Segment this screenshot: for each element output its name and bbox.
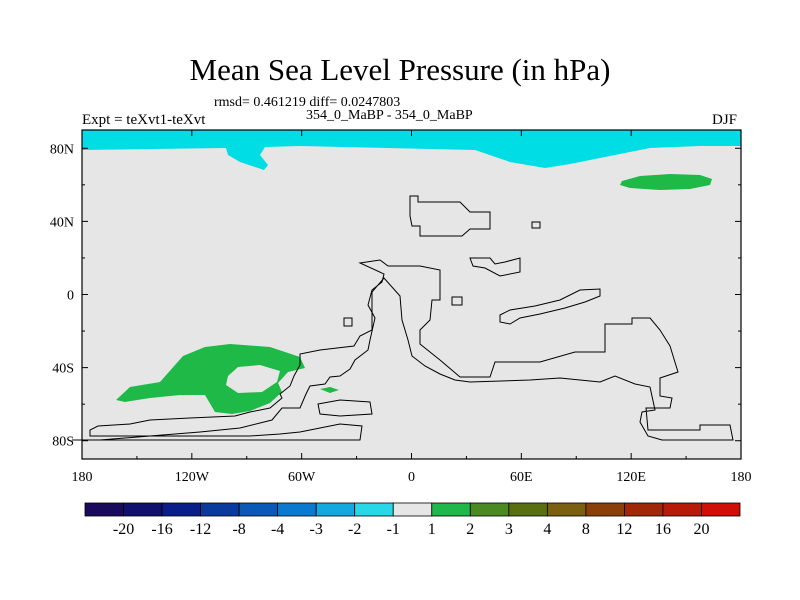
colorbar-label: 12 <box>616 521 632 538</box>
colorbar: -20 -16 -12 -8 -4 -3 -2 -1 1 2 3 4 8 12 16 20 <box>84 502 741 538</box>
colorbar-swatch <box>546 502 587 517</box>
south-pacific-positive-ring <box>116 344 305 414</box>
y-tick-label: 80S <box>52 435 74 450</box>
colorbar-label: -12 <box>190 521 211 538</box>
plot-area <box>72 129 742 460</box>
coastline-west-land <box>89 259 734 441</box>
x-tick-label: 0 <box>408 470 415 485</box>
y-tick-label: 0 <box>67 289 74 304</box>
colorbar-swatch <box>354 502 394 517</box>
colorbar-swatch <box>277 502 317 517</box>
coastline-north-land <box>409 195 491 237</box>
north-pacific-positive-patch <box>620 174 712 190</box>
colorbar-swatch <box>624 502 664 517</box>
colorbar-swatch <box>701 502 741 517</box>
y-tick-label: 40N <box>50 215 74 230</box>
colorbar-label: -2 <box>348 521 361 538</box>
coastline-small-island-1 <box>343 317 353 327</box>
x-tick-label: 120W <box>175 470 210 485</box>
colorbar-label: 8 <box>582 521 590 538</box>
colorbar-swatch <box>392 502 433 517</box>
colorbar-label: 2 <box>466 521 474 538</box>
y-tick-label: 80N <box>50 142 74 157</box>
north-polar-negative-band <box>82 130 741 170</box>
colorbar-swatch <box>238 502 279 517</box>
colorbar-label: -16 <box>151 521 172 538</box>
colorbar-label: -1 <box>387 521 400 538</box>
season-label: DJF <box>712 112 738 128</box>
colorbar-label: -4 <box>271 521 284 538</box>
colorbar-label: -20 <box>113 521 134 538</box>
x-tick-label: 60E <box>510 470 533 485</box>
coastline-east-islands <box>469 257 521 277</box>
colorbar-swatch <box>161 502 201 517</box>
coastline-antarctic-strip <box>72 423 363 441</box>
chart-title: Mean Sea Level Pressure (in hPa) <box>189 52 611 87</box>
colorbar-label: 20 <box>693 521 709 538</box>
experiment-label: Expt = teXvt1-teXvt <box>82 112 206 128</box>
colorbar-swatch <box>662 502 702 517</box>
y-tick-label: 40S <box>52 362 74 377</box>
colorbar-label: 4 <box>543 521 551 538</box>
coastlines <box>72 195 734 441</box>
colorbar-swatch <box>431 502 471 517</box>
stats-text: rmsd= 0.461219 diff= 0.0247803 <box>214 95 401 110</box>
colorbar-swatch <box>469 502 510 517</box>
colorbar-swatch <box>585 502 625 517</box>
colorbar-swatch <box>200 502 240 517</box>
colorbar-label: 3 <box>505 521 513 538</box>
case-label: 354_0_MaBP - 354_0_MaBP <box>306 108 473 123</box>
colorbar-label: -8 <box>232 521 245 538</box>
colorbar-swatch <box>508 502 548 517</box>
coastline-small-island-3 <box>531 221 541 229</box>
coastline-small-island-2 <box>451 296 463 306</box>
colorbar-swatch <box>123 502 163 517</box>
colorbar-swatch <box>84 502 124 517</box>
south-atlantic-small-patch <box>320 387 339 393</box>
coastline-south-patch <box>317 399 373 417</box>
colorbar-label: -3 <box>310 521 323 538</box>
axes: 180 120W 60W 0 60E 120E 180 80N 40N 0 40S 80S <box>50 130 752 485</box>
x-tick-label: 60W <box>288 470 316 485</box>
colorbar-label: 16 <box>655 521 671 538</box>
colorbar-label: 1 <box>428 521 436 538</box>
x-tick-label: 120E <box>616 470 646 485</box>
x-tick-label: 180 <box>731 470 752 485</box>
x-tick-label: 180 <box>72 470 93 485</box>
coastline-southeast-arc <box>499 288 601 325</box>
colorbar-swatch <box>315 502 356 517</box>
